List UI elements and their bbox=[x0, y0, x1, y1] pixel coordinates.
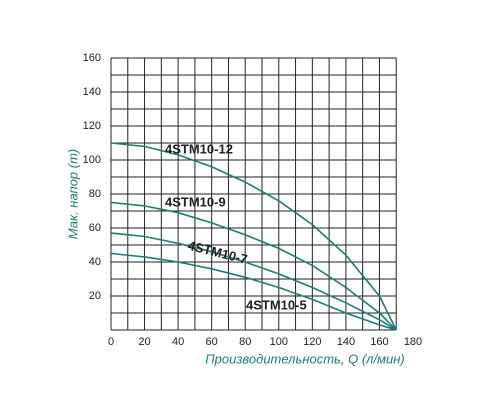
x-tick-label: 160 bbox=[370, 336, 388, 348]
curve bbox=[110, 142, 397, 331]
curve bbox=[110, 201, 397, 331]
y-tick-label: 100 bbox=[83, 154, 101, 166]
x-tick-label: 140 bbox=[337, 336, 355, 348]
x-tick-label: 100 bbox=[270, 336, 288, 348]
y-tick-label: 60 bbox=[89, 222, 101, 234]
y-axis-title: Мак. напор (m) bbox=[65, 149, 80, 240]
x-tick-label: 80 bbox=[239, 336, 251, 348]
x-tick-label: 40 bbox=[172, 336, 184, 348]
y-tick-label: 160 bbox=[83, 52, 101, 64]
y-tick-label: 140 bbox=[83, 86, 101, 98]
curve bbox=[110, 252, 397, 331]
curve-label: 4STM10-9 bbox=[165, 194, 226, 209]
x-tick-label: 20 bbox=[138, 336, 150, 348]
curve bbox=[110, 232, 397, 331]
y-tick-label: 80 bbox=[89, 188, 101, 200]
curve-label: 4STM10-5 bbox=[246, 297, 307, 312]
x-tick-label: 0 bbox=[108, 336, 114, 348]
x-tick-label: 180 bbox=[404, 336, 422, 348]
y-tick-label: 120 bbox=[83, 120, 101, 132]
curve-label: 4STM10-7 bbox=[186, 238, 249, 267]
curve-label: 4STM10-12 bbox=[165, 141, 233, 156]
y-tick-label: 20 bbox=[89, 290, 101, 302]
y-tick-label: 40 bbox=[89, 256, 101, 268]
x-tick-label: 120 bbox=[303, 336, 321, 348]
x-axis-title: Производительность, Q (л/мин) bbox=[205, 351, 405, 366]
x-tick-label: 60 bbox=[206, 336, 218, 348]
